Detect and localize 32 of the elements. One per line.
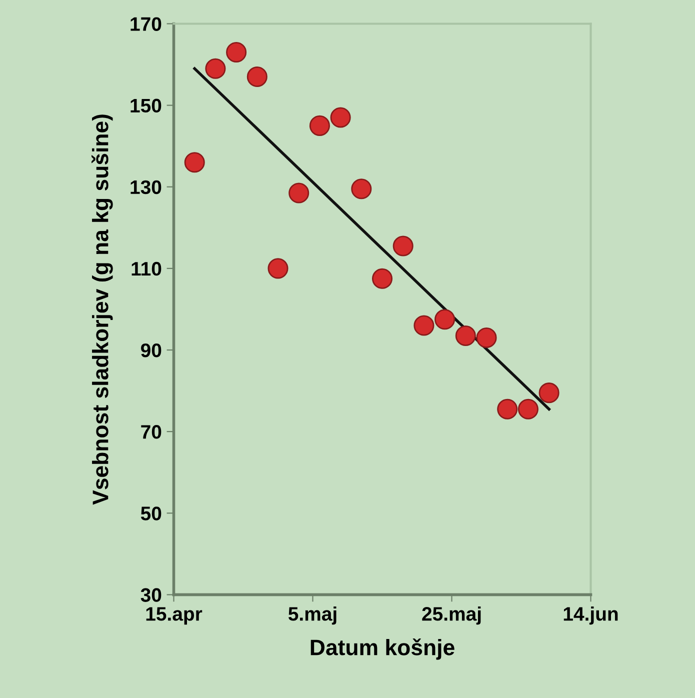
y-axis-title: Vsebnost sladkorjev (g na kg sušine) bbox=[92, 114, 113, 505]
y-tick-label: 70 bbox=[141, 425, 162, 439]
y-tick-label: 30 bbox=[140, 588, 162, 602]
y-tick-label: 150 bbox=[130, 98, 162, 113]
point bbox=[392, 236, 414, 256]
point bbox=[246, 66, 268, 88]
point bbox=[497, 398, 518, 420]
x-tick-label: 14.jun bbox=[564, 606, 618, 625]
point bbox=[434, 309, 456, 330]
x-tick-label: 25.maj bbox=[422, 606, 481, 625]
point bbox=[226, 42, 247, 63]
point bbox=[414, 315, 434, 336]
y-tick-label: 170 bbox=[130, 17, 162, 31]
point bbox=[288, 182, 310, 204]
point bbox=[538, 382, 560, 404]
point bbox=[309, 115, 330, 136]
point bbox=[455, 325, 476, 346]
x-axis-title: Datum košnje bbox=[310, 638, 454, 660]
point bbox=[476, 327, 497, 348]
point bbox=[205, 58, 226, 79]
y-tick-label: 130 bbox=[130, 180, 162, 194]
point bbox=[351, 178, 372, 200]
y-tick-label: 90 bbox=[140, 343, 162, 358]
y-tick-label: 50 bbox=[140, 506, 162, 520]
point bbox=[372, 268, 393, 289]
y-tick-label: 110 bbox=[132, 262, 162, 276]
point bbox=[330, 107, 351, 128]
point bbox=[268, 258, 288, 279]
point bbox=[518, 398, 538, 420]
x-tick-label: 5.maj bbox=[288, 606, 336, 625]
x-tick-label: 15.apr bbox=[146, 607, 202, 625]
point bbox=[184, 152, 205, 173]
